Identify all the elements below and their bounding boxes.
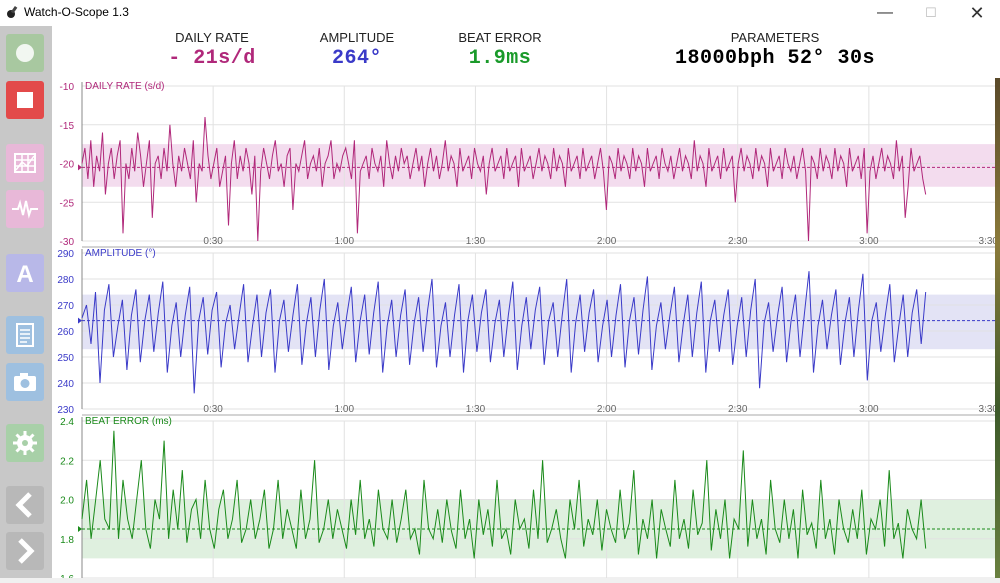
report-button[interactable] bbox=[6, 316, 44, 354]
letter-a-icon: A bbox=[16, 261, 33, 288]
daily-rate-metric: DAILY RATE - 21s/d bbox=[147, 30, 277, 70]
chevron-left-icon bbox=[15, 492, 32, 518]
record-button[interactable] bbox=[6, 34, 44, 72]
maximize-button[interactable]: ☐ bbox=[925, 5, 937, 20]
y-tick-label: -20 bbox=[60, 160, 75, 171]
parameters-value: 18000bph 52° 30s bbox=[674, 47, 876, 70]
panel-title: AMPLITUDE (°) bbox=[85, 248, 156, 259]
y-tick-label: -15 bbox=[60, 121, 75, 132]
x-tick-label: 1:30 bbox=[466, 236, 486, 247]
x-tick-label: 1:30 bbox=[466, 404, 486, 415]
amplitude-button[interactable]: A bbox=[6, 254, 44, 292]
beat-error-label: BEAT ERROR bbox=[458, 30, 542, 45]
y-tick-label: 270 bbox=[57, 301, 74, 312]
previous-button[interactable] bbox=[6, 486, 44, 524]
y-tick-label: 290 bbox=[57, 249, 74, 260]
x-tick-label: 3:30 bbox=[979, 404, 999, 415]
mean-marker bbox=[78, 525, 82, 532]
svg-text:A: A bbox=[16, 261, 33, 288]
parameters-label: PARAMETERS bbox=[730, 30, 820, 45]
daily-rate-label: DAILY RATE bbox=[175, 30, 249, 45]
x-tick-label: 3:00 bbox=[859, 404, 879, 415]
left-toolbar: A bbox=[0, 26, 52, 578]
mean-marker bbox=[78, 164, 82, 171]
stop-button[interactable] bbox=[6, 81, 44, 119]
charts-svg: -10 -15 -20 -25 -30 DAILY RATE (s/d) 0:30 1:00 1… bbox=[57, 81, 1000, 583]
settings-button[interactable] bbox=[6, 424, 44, 462]
series-line bbox=[81, 271, 927, 394]
series-line bbox=[81, 116, 927, 242]
amplitude-metric: AMPLITUDE 264° bbox=[297, 30, 417, 70]
y-tick-label: 1.8 bbox=[60, 535, 74, 546]
series-line bbox=[81, 430, 927, 559]
x-tick-label: 0:30 bbox=[203, 404, 223, 415]
grid-chart-icon bbox=[14, 153, 36, 173]
record-icon bbox=[16, 44, 34, 62]
beat-error-metric: BEAT ERROR 1.9ms bbox=[435, 30, 565, 70]
x-tick-label: 0:30 bbox=[203, 236, 223, 247]
waveform-button[interactable] bbox=[6, 190, 44, 228]
waveform-icon bbox=[12, 199, 38, 219]
metrics-header: DAILY RATE - 21s/d AMPLITUDE 264° BEAT E… bbox=[52, 26, 1000, 78]
y-tick-label: 1.6 bbox=[60, 574, 74, 578]
screenshot-button[interactable] bbox=[6, 363, 44, 401]
camera-icon bbox=[14, 373, 36, 391]
y-tick-label: 2.2 bbox=[60, 456, 74, 467]
background-edge bbox=[995, 78, 1000, 578]
x-tick-label: 2:30 bbox=[728, 404, 748, 415]
y-tick-label: -25 bbox=[60, 198, 75, 209]
y-tick-label: 240 bbox=[57, 379, 74, 390]
minimize-button[interactable]: — bbox=[877, 4, 893, 21]
x-tick-label: 1:00 bbox=[335, 236, 355, 247]
y-tick-label: -10 bbox=[60, 82, 75, 93]
chevron-right-icon bbox=[18, 538, 35, 564]
daily-rate-value: - 21s/d bbox=[168, 47, 256, 70]
y-tick-label: 2.0 bbox=[60, 496, 74, 507]
y-tick-label: -30 bbox=[60, 237, 75, 248]
y-tick-label: 260 bbox=[57, 327, 74, 338]
graph-view-button[interactable] bbox=[6, 144, 44, 182]
amplitude-value: 264° bbox=[331, 47, 382, 70]
panel-title: DAILY RATE (s/d) bbox=[85, 81, 164, 92]
mean-marker bbox=[78, 317, 82, 324]
x-tick-label: 3:00 bbox=[859, 236, 879, 247]
window-title: Watch-O-Scope 1.3 bbox=[24, 5, 129, 19]
close-button[interactable]: ✕ bbox=[969, 3, 985, 23]
x-tick-label: 3:30 bbox=[979, 236, 999, 247]
amplitude-label: AMPLITUDE bbox=[319, 30, 395, 45]
stop-icon bbox=[17, 92, 33, 108]
y-tick-label: 250 bbox=[57, 353, 74, 364]
next-button[interactable] bbox=[6, 532, 44, 570]
document-icon bbox=[16, 323, 34, 347]
plot-area: -10 -15 -20 -25 -30 DAILY RATE (s/d) 0:30 1:00 1… bbox=[52, 78, 1000, 583]
app-icon bbox=[7, 5, 18, 18]
gear-icon bbox=[13, 431, 37, 455]
x-tick-label: 2:00 bbox=[597, 236, 617, 247]
x-tick-label: 2:30 bbox=[728, 236, 748, 247]
y-tick-label: 230 bbox=[57, 405, 74, 416]
x-tick-label: 2:00 bbox=[597, 404, 617, 415]
y-tick-label: 280 bbox=[57, 275, 74, 286]
y-tick-label: 2.4 bbox=[60, 417, 74, 428]
beat-error-value: 1.9ms bbox=[468, 47, 532, 70]
panel-title: BEAT ERROR (ms) bbox=[85, 416, 172, 427]
parameters-metric: PARAMETERS 18000bph 52° 30s bbox=[652, 30, 898, 70]
title-bar: Watch-O-Scope 1.3 — ☐ ✕ bbox=[0, 0, 1000, 26]
x-tick-label: 1:00 bbox=[335, 404, 355, 415]
